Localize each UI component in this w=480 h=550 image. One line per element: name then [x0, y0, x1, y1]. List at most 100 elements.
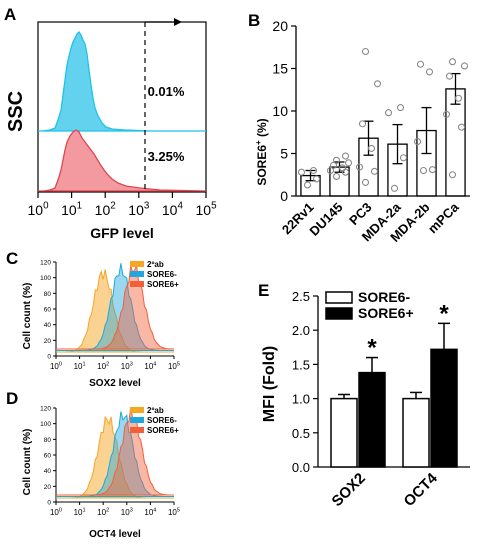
panel-e-x-label: OCT4: [401, 469, 442, 510]
panel-b-point: [341, 152, 350, 160]
panel-b-point: [309, 166, 318, 175]
panel-e-legend: SORE6-SORE6+: [325, 289, 414, 321]
panel-a: A SSC 0.01% 3.25% 100 101 102 103 104 105 GFP…: [4, 5, 217, 241]
panel-d: D Cell count (%) 0 20 40 60 80 100 120 100 101 10…: [6, 389, 180, 540]
panel-d-y-tick-label: 80: [44, 437, 52, 444]
panel-b-point: [358, 120, 367, 128]
panel-b-points: [297, 47, 469, 192]
panel-b-point: [344, 159, 353, 167]
panel-a-xlabel: GFP level: [90, 225, 154, 241]
panel-a-x-tick-label: 105: [195, 201, 217, 218]
panel-c-y-tick-label: 100: [40, 275, 51, 282]
panel-a-ylabel: SSC: [5, 91, 27, 132]
panel-e-legend-swatch: [325, 307, 353, 320]
panel-b-point: [297, 168, 306, 176]
panel-d-xlabel: OCT4 level: [89, 529, 141, 540]
panel-e-x-labels: SOX2 OCT4: [329, 469, 442, 510]
panel-c-xlabel: SOX2 level: [89, 378, 141, 389]
panel-e-bar-sore6-pos: [430, 348, 458, 468]
panel-e-bar-sore6-pos: [358, 371, 386, 468]
panel-d-ylabel: Cell count (%): [22, 429, 33, 496]
panel-d-x-tick-label: 102: [97, 507, 109, 517]
panel-c-legend-swatch: [130, 271, 144, 277]
panel-d-y-tick-label: 60: [44, 453, 52, 460]
panel-d-y-tick-label: 100: [40, 421, 51, 428]
panel-e-y-tick-label: 0.0: [292, 460, 310, 475]
panel-b-point: [329, 161, 338, 169]
panel-c-legend-label: 2ºab: [147, 260, 164, 269]
panel-b-point: [373, 80, 382, 88]
panel-b-y-tick-label: 0: [280, 188, 288, 204]
panel-d-x-tick-label: 104: [144, 507, 156, 517]
panel-b-point: [367, 144, 376, 152]
panel-b-point: [448, 171, 457, 179]
panel-e-y-tick-label: 2.0: [292, 323, 310, 338]
panel-d-letter: D: [6, 389, 18, 408]
panel-b-point: [312, 175, 321, 183]
panel-d-hist-2ab: [56, 415, 174, 499]
panel-b-bar: [445, 88, 466, 197]
panel-d-legend-swatch: [130, 427, 144, 433]
panel-d-y-tick-label: 0: [47, 500, 51, 507]
panel-b-point: [442, 110, 451, 118]
panel-b-point: [460, 62, 469, 70]
panel-c-hist-sore6-neg: [56, 263, 174, 351]
panel-c-legend-label: SORE6-: [147, 270, 177, 279]
panel-b-point: [338, 164, 347, 172]
panel-e-letter: E: [258, 281, 269, 300]
panel-b-point: [457, 123, 466, 131]
panel-a-hist-top: [38, 30, 206, 132]
panel-c-y-tick-label: 120: [40, 260, 51, 267]
panel-b-ylabel: SORE6+ (%): [254, 118, 269, 185]
panel-b-point: [370, 167, 379, 175]
panel-e-legend-swatch: [325, 291, 353, 304]
panel-d-y-tick-label: 40: [44, 468, 52, 475]
panel-d-y-tick-label: 20: [44, 484, 52, 491]
panel-c-legend-swatch: [130, 281, 144, 287]
panel-b-point: [361, 178, 370, 186]
panel-b-point: [454, 94, 463, 102]
panel-b-point: [384, 109, 393, 117]
panel-b-point: [425, 68, 434, 76]
panel-a-x-tick-label: 104: [162, 201, 184, 218]
panel-e-significance-mark: *: [367, 335, 377, 362]
panel-a-x-tick-label: 103: [128, 201, 150, 218]
panel-b-letter: B: [248, 11, 260, 30]
panel-e-y-tick-label: 1.0: [292, 392, 310, 407]
panel-b-point: [396, 104, 405, 112]
panel-b-y-tick-label: 15: [272, 61, 288, 77]
panel-b-point: [390, 184, 399, 192]
panel-a-hist-bottom: [38, 129, 207, 192]
panel-c-letter: C: [6, 249, 18, 268]
panel-b-point: [399, 154, 408, 162]
panel-b-y-tick-label: 20: [272, 18, 288, 34]
panel-b-x-label: mPCa: [425, 199, 462, 236]
panel-b-y-tick-label: 10: [272, 103, 288, 119]
panel-b-y-tick-label: 5: [280, 146, 288, 162]
panel-d-hist-sore6-neg: [56, 411, 174, 497]
panel-e-y-tick-label: 1.5: [292, 357, 310, 372]
panel-e-y-tick-label: 0.5: [292, 426, 310, 441]
panel-c-legend-swatch: [130, 261, 144, 267]
panel-b-point: [361, 47, 370, 56]
panel-a-x-tick-label: 101: [61, 201, 82, 218]
panel-d-x-tick-label: 100: [50, 507, 62, 517]
panel-b-point: [416, 60, 425, 68]
panel-e-x-label: SOX2: [329, 470, 369, 510]
panel-a-letter: A: [4, 5, 16, 24]
panel-d-x-tick-label: 105: [168, 507, 180, 517]
panel-b-point: [303, 181, 312, 189]
panel-c-y-tick-label: 60: [44, 307, 52, 314]
panel-c-legend-label: SORE6+: [147, 280, 179, 289]
panel-c-x-tick-label: 104: [144, 361, 156, 371]
panel-d-legend-label: SORE6-: [147, 416, 177, 425]
panel-e-legend-label: SORE6-: [358, 289, 410, 305]
panel-c-y-tick-label: 80: [44, 291, 52, 298]
panel-a-pct-bottom: 3.25%: [148, 149, 185, 164]
panel-b-point: [419, 166, 428, 175]
panel-e-axes: 0.0 0.5 1.0 1.5 2.0 2.5: [292, 289, 470, 475]
